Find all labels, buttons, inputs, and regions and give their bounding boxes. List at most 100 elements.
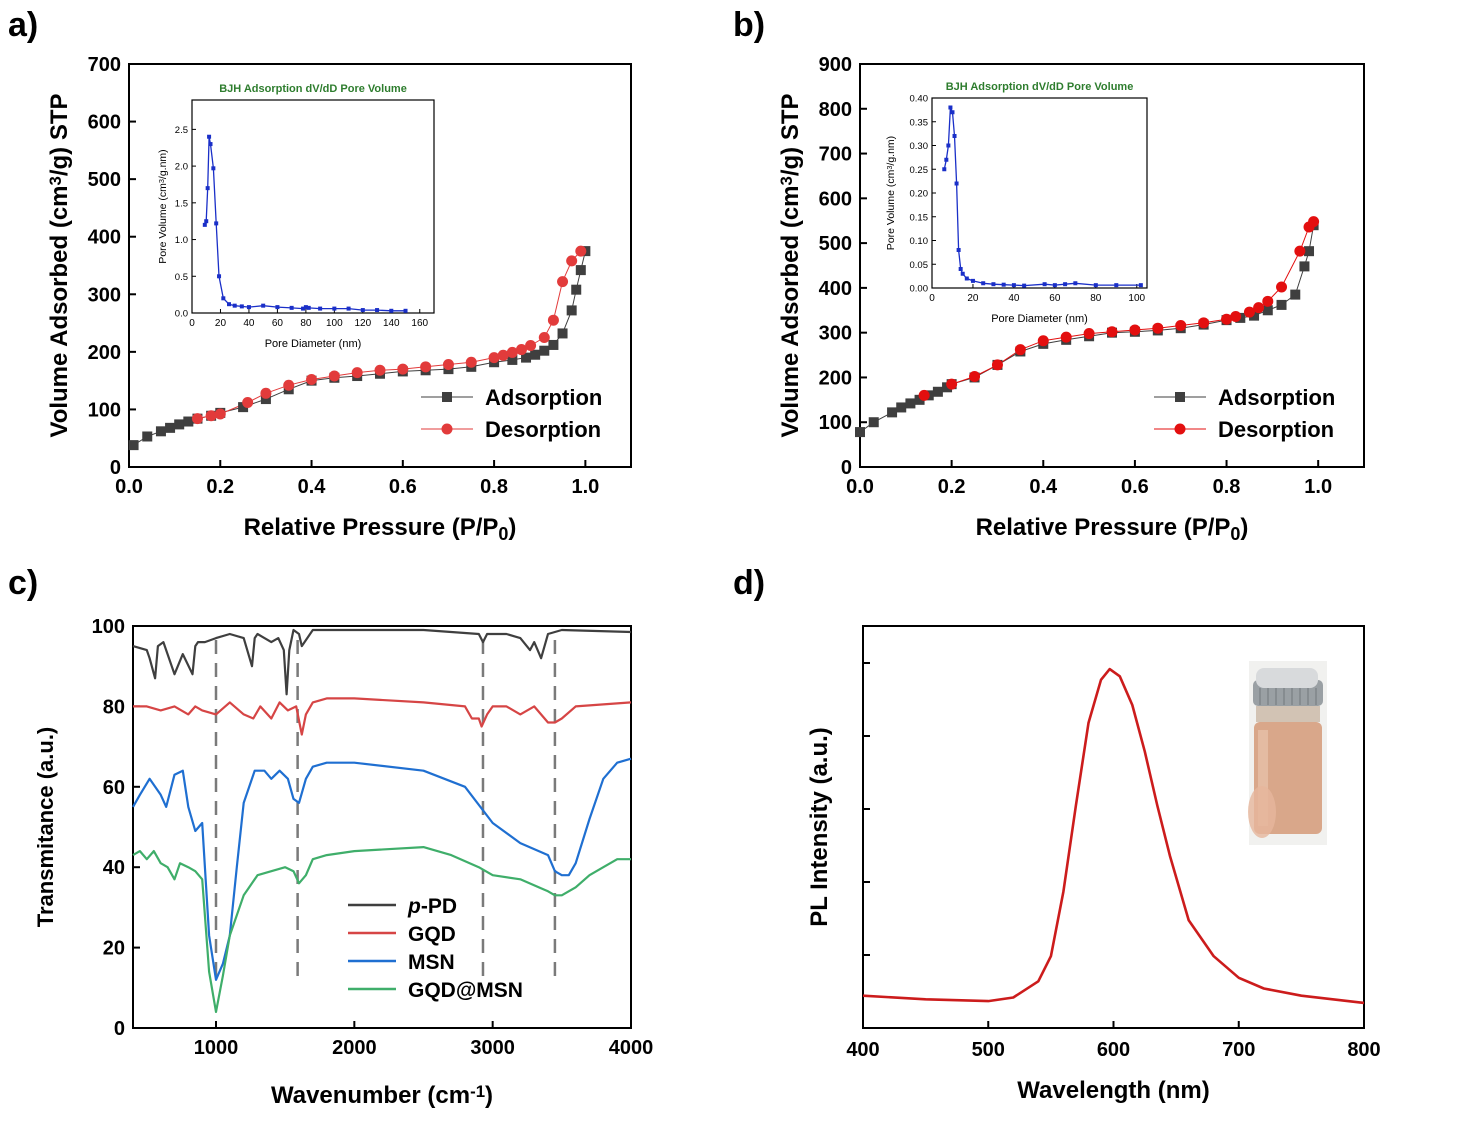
adsorption-point [174, 419, 185, 430]
panel-label: c) [8, 564, 38, 602]
adsorption-point [855, 427, 865, 438]
inset-x-tick-label: 120 [354, 318, 371, 329]
y-axis-title: PL Intensity (a.u.) [806, 727, 833, 927]
x-axis-title: Relative Pressure (P/P0) [976, 514, 1249, 544]
desorption-point [374, 364, 386, 376]
legend-swatch-marker [1174, 423, 1186, 435]
desorption-point [969, 371, 981, 383]
x-tick-label: 0.4 [1029, 476, 1058, 498]
adsorption-point [868, 417, 879, 428]
inset-x-tick-label: 40 [1008, 293, 1020, 304]
inset-point [318, 306, 323, 311]
adsorption-point [183, 416, 194, 427]
inset-x-tick-label: 80 [1090, 293, 1102, 304]
desorption-point [260, 387, 272, 399]
panel-a: 0.0 0.2 0.4 0.6 0.8 1.00100200300400500600700… [46, 54, 632, 544]
desorption-point [1060, 331, 1072, 343]
desorption-point [575, 245, 587, 257]
x-axis-title: Relative Pressure (P/P0) [244, 514, 517, 544]
inset-y-axis-title: Pore Volume (cm3/g.nm) [157, 149, 169, 263]
inset-point [360, 308, 365, 313]
inset-x-tick-label: 160 [411, 318, 428, 329]
y-axis-title: Volume Adsorbed (cm3/g) STP [46, 93, 73, 437]
desorption-point [1014, 344, 1026, 356]
desorption-point [1083, 328, 1095, 340]
desorption-point [397, 363, 409, 375]
y-tick-label: 100 [88, 399, 121, 421]
inset-point [942, 167, 947, 172]
inset-y-tick-label: 0.30 [910, 141, 929, 152]
adsorption-point [530, 349, 541, 360]
inset-x-tick-label: 0 [189, 318, 195, 329]
inset-point [375, 308, 380, 313]
y-tick-label: 40 [103, 857, 125, 879]
inset-point [1114, 283, 1119, 288]
spectrum-line [132, 628, 632, 696]
x-tick-label: 0.4 [298, 476, 327, 498]
inset-point [960, 271, 965, 276]
desorption-point [1308, 216, 1320, 228]
desorption-line [923, 221, 1314, 396]
inset-point [1052, 283, 1057, 288]
inset-point [954, 181, 959, 186]
x-tick-label: 1.0 [1304, 476, 1332, 498]
inset-chart: 0 20 40 60 80 100 120 140 160 0.0 0.5 1.0 1.5 2.0 2.5 B… [157, 83, 435, 350]
inset-frame [191, 99, 435, 314]
inset-point [289, 305, 294, 310]
plot-frame [128, 63, 632, 468]
inset-x-tick-label: 20 [967, 293, 979, 304]
adsorption-point [887, 407, 898, 418]
inset-y-tick-label: 0.35 [910, 117, 929, 128]
desorption-point [1253, 302, 1265, 314]
adsorption-point [1262, 305, 1273, 316]
inset-point [946, 143, 951, 148]
y-tick-label: 700 [819, 144, 852, 166]
desorption-point [442, 359, 454, 371]
inset-point [246, 305, 251, 310]
inset-frame [931, 97, 1148, 289]
panel-b: 0.0 0.2 0.4 0.6 0.8 1.00100200300400500600700… [777, 54, 1365, 544]
desorption-point [1106, 326, 1118, 338]
y-tick-label: 600 [88, 112, 121, 134]
inset-point [1073, 281, 1078, 286]
y-tick-label: 80 [103, 696, 125, 718]
panel-label: d) [733, 564, 765, 602]
desorption-point [1294, 245, 1306, 257]
adsorption-point [238, 402, 249, 413]
legend-label: Adsorption [485, 385, 602, 410]
y-axis-title: Transmitance (a.u.) [33, 727, 58, 928]
inset-y-tick-label: 0.0 [175, 309, 188, 320]
adsorption-point [142, 431, 153, 442]
adsorption-point [1249, 310, 1260, 321]
inset-point [1093, 283, 1098, 288]
adsorption-point [507, 354, 518, 365]
y-tick-label: 400 [88, 227, 121, 249]
desorption-point [1037, 335, 1049, 347]
inset-point [332, 306, 337, 311]
spectrum-line [133, 697, 632, 736]
inset-y-tick-label: 0.15 [910, 212, 929, 223]
x-tick-label: 500 [972, 1039, 1005, 1061]
legend-label: GQD [408, 923, 456, 946]
y-tick-label: 200 [88, 342, 121, 364]
inset-point [303, 305, 308, 310]
inset-chart: 0 20 40 60 80 100 0.00 0.05 0.10 0.15 0.20 0.25 0.30… [885, 81, 1148, 325]
plot-frame [859, 63, 1365, 468]
inset-point [275, 305, 280, 310]
inset-point [403, 308, 408, 313]
inset-point [1001, 282, 1006, 287]
inset-x-tick-label: 140 [383, 318, 400, 329]
y-tick-label: 200 [819, 367, 852, 389]
inset-y-tick-label: 2.0 [175, 162, 188, 173]
x-tick-label: 0.6 [389, 476, 417, 498]
desorption-point [506, 346, 518, 358]
legend-swatch-marker [441, 423, 453, 435]
inset-point [227, 302, 232, 307]
inset-y-tick-label: 1.5 [175, 198, 188, 209]
desorption-point [538, 331, 550, 343]
inset-y-tick-label: 0.05 [910, 260, 929, 271]
x-tick-label: 3000 [470, 1037, 515, 1059]
inset-point [239, 304, 244, 309]
spectrum-line [132, 757, 632, 981]
desorption-point [1129, 324, 1141, 336]
